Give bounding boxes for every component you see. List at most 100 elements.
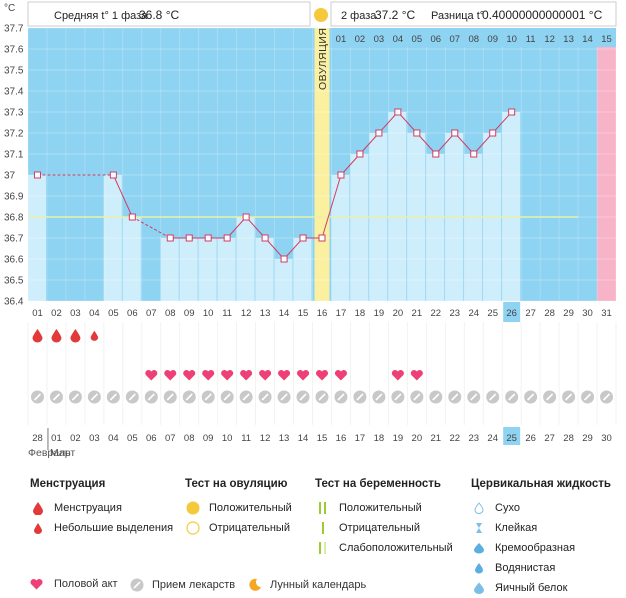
- date-label: 28: [32, 433, 43, 444]
- date-label: 02: [70, 433, 81, 444]
- pill-stroke: [223, 393, 231, 401]
- phase2-day-label: 13: [563, 34, 574, 45]
- creamy-icon: [471, 540, 487, 556]
- date-label: 15: [317, 433, 328, 444]
- date-label: 17: [355, 433, 366, 444]
- temp-point: [356, 150, 364, 158]
- pill-stroke: [546, 393, 554, 401]
- legend-row: Отрицательный: [315, 518, 453, 538]
- current-day-highlight: [503, 302, 521, 322]
- pill-stroke: [204, 393, 212, 401]
- date-label: 20: [412, 433, 423, 444]
- cycle-day-label: 09: [184, 308, 195, 319]
- egg-white-icon: [471, 580, 487, 596]
- pregnancy-positive-icon: [315, 500, 331, 516]
- pill-stroke: [489, 393, 497, 401]
- legend-cervical-item: Сухо: [495, 502, 520, 514]
- phase2-day-label: 07: [449, 34, 460, 45]
- legend-pregnancy-title: Тест на беременность: [315, 478, 441, 490]
- cycle-day-label: 25: [487, 308, 498, 319]
- y-tick-label: 37.7: [4, 24, 24, 35]
- legend-medication-label: Прием лекарств: [152, 579, 236, 591]
- cycle-day-label: 19: [374, 308, 385, 319]
- cycle-day-label: 01: [32, 308, 43, 319]
- date-label: 21: [431, 433, 442, 444]
- pill-stroke: [394, 393, 402, 401]
- pill-stroke: [470, 393, 478, 401]
- temp-point: [413, 129, 421, 137]
- date-label: 05: [127, 433, 138, 444]
- y-axis: 36.4 36.5 36.6 36.7 36.8 36.9 37 37.1 37.2 37.3 37…: [4, 24, 24, 308]
- cycle-day-label: 26: [506, 308, 517, 319]
- y-tick-label: 36.9: [4, 192, 24, 203]
- temp-bar: [160, 238, 179, 301]
- legend-row: Кремообразная: [471, 538, 611, 558]
- pill-stroke: [432, 393, 440, 401]
- date-label: 07: [165, 433, 176, 444]
- y-tick-label: 37: [4, 171, 16, 182]
- date-label: 12: [260, 433, 271, 444]
- date-label: 08: [184, 433, 195, 444]
- legend-pregnancy-item: Слабоположительный: [339, 542, 453, 554]
- heart-icon: [278, 369, 291, 381]
- cycle-day-label: 20: [393, 308, 404, 319]
- temp-line-segment: [112, 174, 133, 218]
- temp-point: [33, 171, 41, 179]
- cycle-day-label: 18: [355, 308, 366, 319]
- legend-menstruation-item: Небольшие выделения: [54, 522, 174, 534]
- pill-stroke: [375, 393, 383, 401]
- pill-stroke: [90, 393, 98, 401]
- y-tick-label: 37.6: [4, 45, 24, 56]
- pill-stroke: [52, 393, 61, 401]
- cycle-day-label: 24: [468, 308, 479, 319]
- legend-row: Отрицательный: [185, 518, 292, 538]
- date-label: 09: [203, 433, 214, 444]
- cycle-day-label: 12: [241, 308, 252, 319]
- phase1-value: 36.8 °C: [139, 8, 179, 22]
- y-tick-label: 37.2: [4, 129, 24, 140]
- cycle-day-label: 16: [317, 308, 328, 319]
- temp-bar: [293, 238, 312, 301]
- pill-stroke: [33, 393, 42, 401]
- temp-point: [299, 234, 307, 242]
- cycle-day-label: 07: [146, 308, 157, 319]
- cycle-day-label: 23: [449, 308, 460, 319]
- pill-stroke: [166, 393, 174, 401]
- date-label: 29: [582, 433, 593, 444]
- heart-icon: [145, 369, 158, 381]
- ovulation-column: [314, 28, 330, 301]
- drop-icon: [90, 330, 99, 341]
- date-label: 01: [51, 433, 62, 444]
- temp-point: [318, 234, 326, 242]
- pill-stroke: [413, 393, 421, 401]
- temp-point: [166, 234, 174, 242]
- temp-bar: [464, 154, 483, 301]
- legend-menstruation-title: Менструация: [30, 478, 106, 490]
- date-label: 18: [374, 433, 385, 444]
- temp-point: [128, 213, 136, 221]
- date-label: 16: [336, 433, 347, 444]
- temp-bar: [179, 238, 198, 301]
- phase2-day-label: 04: [393, 34, 404, 45]
- phase2-day-label: 01: [336, 34, 347, 45]
- pill-stroke: [185, 393, 193, 401]
- legend-cervical: Цервикальная жидкость Сухо Клейкая Кремо…: [471, 478, 611, 598]
- phase2-label-band: [331, 28, 616, 47]
- pill-stroke: [508, 393, 516, 401]
- y-tick-label: 36.6: [4, 255, 24, 266]
- drop-icon: [70, 329, 81, 343]
- phase2-value: 37.2 °C: [375, 8, 415, 22]
- dry-icon: [471, 500, 487, 516]
- pill-stroke: [280, 393, 288, 401]
- drop-icon: [32, 329, 43, 343]
- y-tick-label: 37.4: [4, 87, 24, 98]
- temp-point: [337, 171, 345, 179]
- temp-line-segment: [321, 174, 342, 239]
- date-label: 04: [108, 433, 119, 444]
- pill-icon: [130, 578, 146, 592]
- date-label: 28: [563, 433, 574, 444]
- phase2-day-label: 08: [468, 34, 479, 45]
- temp-bar: [198, 238, 217, 301]
- ovulation-label: ОВУЛЯЦИЯ: [317, 27, 329, 90]
- legend-cervical-item: Водянистая: [495, 562, 556, 574]
